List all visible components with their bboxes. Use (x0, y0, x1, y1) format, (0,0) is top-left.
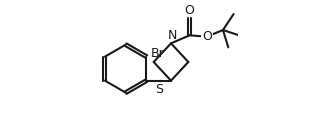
Text: O: O (202, 30, 212, 43)
Text: O: O (185, 4, 195, 17)
Text: Br: Br (150, 48, 164, 60)
Text: S: S (155, 83, 163, 96)
Text: N: N (168, 29, 177, 42)
